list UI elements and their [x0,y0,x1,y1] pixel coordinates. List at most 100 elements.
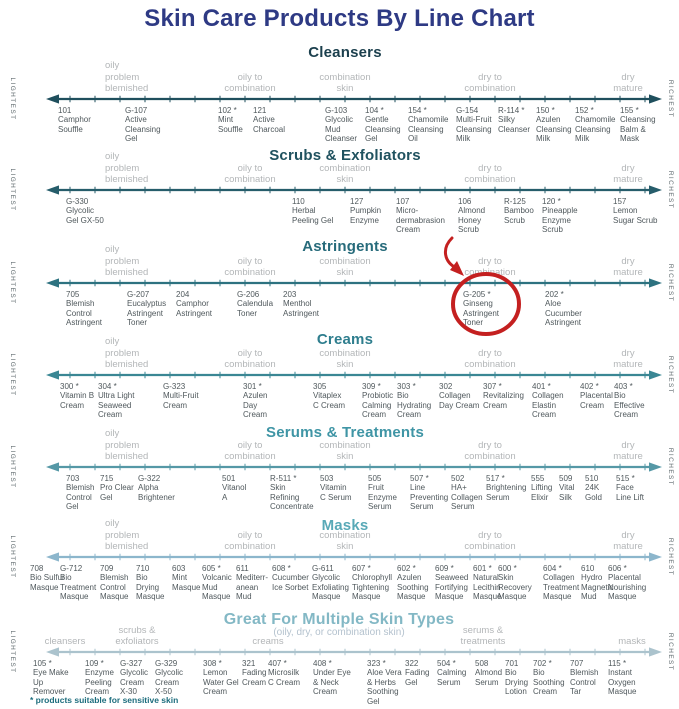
product-label-606: 606 * Placental Nourishing Masque [608,564,647,602]
product-label-708: 708 Bio Sulfur Masque [30,564,65,592]
zone-label-0: cleansers [44,635,86,647]
product-label-304: 304 * Ultra Light Seaweed Cream [98,382,135,420]
row-masks: Masks oily problem blemished oily to combi… [0,517,679,617]
richest-label: RICHEST [667,447,674,487]
zone-label-4: dry mature [613,255,643,278]
product-label-611: 611 Mediterr- anean Mud [236,564,269,602]
product-label-g-206: G-206 Calendula Toner [237,290,274,318]
product-label-321: 321 Fading Cream [242,659,267,687]
axis-line-cleansers [46,94,662,104]
product-label-607: 607 * Chlorophyll Tightening Masque [352,564,393,602]
product-label-302: 302 Collagen Day Cream [439,382,480,410]
product-label-705: 705 Blemish Control Astringent [66,290,103,328]
product-label-508: 508 Almond Serum [475,659,503,687]
product-label-127: 127 Pumpkin Enzyme [350,197,382,225]
product-label-501: 501 Vitanol A [222,474,247,502]
product-label-403: 403 * Bio Effective Cream [614,382,645,420]
axis-line-scrubs-exfoliators [46,185,662,195]
lightest-label: LIGHTEST [9,353,16,397]
zone-label-4: dry mature [613,347,643,370]
product-label-115: 115 * Instant Oxygen Masque [608,659,637,697]
zone-label-0: oily problem blemished [105,60,149,94]
product-label-g-103: G-103 Glycolic Mud Cleanser [325,106,358,144]
axis-left-arrow-icon [46,462,59,472]
product-label-602: 602 * Azulen Soothing Masque [397,564,429,602]
page-title: Skin Care Products By Line Chart [144,5,535,32]
zone-label-1: oily to combination [224,529,276,552]
zone-label-0: oily problem blemished [105,428,149,462]
product-label-203: 203 Menthol Astringent [283,290,320,318]
row-cleansers: Cleansers oily problem blemished oily to c… [0,44,679,144]
product-label-407: 407 * Microsilk C Cream [268,659,301,687]
footnote: * products suitable for sensitive skin [30,695,179,705]
zone-label-2: creams [252,635,284,647]
product-label-101: 101 Camphor Souffle [58,106,91,134]
richest-label: RICHEST [667,355,674,395]
product-label-603: 603 Mint Masque [172,564,201,592]
product-label-303: 303 * Bio Hydrating Cream [397,382,432,420]
product-label-601: 601 * Natural Lecithin Masque [473,564,502,602]
zone-label-1: oily to combination [224,347,276,370]
zone-label-4: dry mature [613,439,643,462]
zone-label-1: oily to combination [224,439,276,462]
zone-label-2: combination skin [319,71,371,94]
richest-label: RICHEST [667,632,674,672]
lightest-label: LIGHTEST [9,261,16,305]
product-label-g-329: G-329 Glycolic Cream X-50 [155,659,184,697]
product-label-g-205: G-205 * Ginseng Astringent Toner [463,290,500,328]
product-label-g-712: G-712 Bio Treatment Masque [60,564,97,602]
zone-label-2: combination skin [319,255,371,278]
product-label-408: 408 * Under Eye & Neck Cream [313,659,351,697]
zone-label-3: serums & treatments [460,624,506,647]
product-label-120: 120 * Pineapple Enzyme Scrub [542,197,578,235]
row-header-serums-treatments: Serums & Treatments [265,424,425,441]
product-label-309: 309 * Probiotic Calming Cream [362,382,394,420]
zone-label-4: dry mature [613,162,643,185]
product-label-555: 555 Lifting Elixir [531,474,553,502]
zone-label-0: oily problem blemished [105,518,149,552]
zone-label-1: oily to combination [224,162,276,185]
zone-label-4: dry mature [613,71,643,94]
product-label-307: 307 * Revitalizing Cream [483,382,524,410]
product-label-305: 305 Vitaplex C Cream [313,382,346,410]
product-label-322: 322 Fading Gel [405,659,430,687]
zone-label-3: dry to combination [464,71,516,94]
product-label-507: 507 * Line Preventing Serum [410,474,449,512]
axis-right-arrow-icon [649,185,662,195]
axis-right-arrow-icon [649,552,662,562]
row-header-astringents: Astringents [302,238,388,255]
zone-label-2: combination skin [319,439,371,462]
axis-line-serums-treatments [46,462,662,472]
product-label-152: 152 * Chamomile Cleansing Milk [575,106,616,144]
product-label-502: 502 HA+ Collagen Serum [451,474,483,512]
row-astringents: Astringents oily problem blemished oily to… [0,238,679,338]
zone-label-3: dry to combination [464,439,516,462]
product-label-604: 604 * Collagen Treatment Masque [543,564,580,602]
product-label-505: 505 Fruit Enzyme Serum [368,474,397,512]
richest-label: RICHEST [667,537,674,577]
axis-right-arrow-icon [649,94,662,104]
product-label-g-330: G-330 Glycolic Gel GX-50 [66,197,104,225]
product-label-154: 154 * Chamomile Cleansing Oil [408,106,449,144]
product-label-710: 710 Bio Drying Masque [136,564,165,602]
product-label-605: 605 * Volcanic Mud Masque [202,564,232,602]
zone-label-0: oily problem blemished [105,151,149,185]
row-header-cleansers: Cleansers [308,44,382,61]
axis-right-arrow-icon [649,278,662,288]
product-label-g-322: G-322 Alpha Brightener [138,474,175,502]
row-header-creams: Creams [316,331,374,348]
product-label-107: 107 Micro- dermabrasion Cream [396,197,445,235]
axis-right-arrow-icon [649,462,662,472]
zone-label-4: dry mature [613,529,643,552]
product-label-301: 301 * Azulen Day Cream [243,382,268,420]
zone-label-4: masks [618,635,646,647]
zone-label-0: oily problem blemished [105,244,149,278]
product-label-503: 503 Vitamin C Serum [320,474,352,502]
product-label-109: 109 * Enzyme Peeling Cream [85,659,114,697]
axis-line-astringents [46,278,662,288]
axis-left-arrow-icon [46,647,59,657]
zone-label-2: combination skin [319,162,371,185]
lightest-label: LIGHTEST [9,535,16,579]
row-creams: Creams oily problem blemished oily to comb… [0,331,679,431]
zone-label-1: oily to combination [224,71,276,94]
